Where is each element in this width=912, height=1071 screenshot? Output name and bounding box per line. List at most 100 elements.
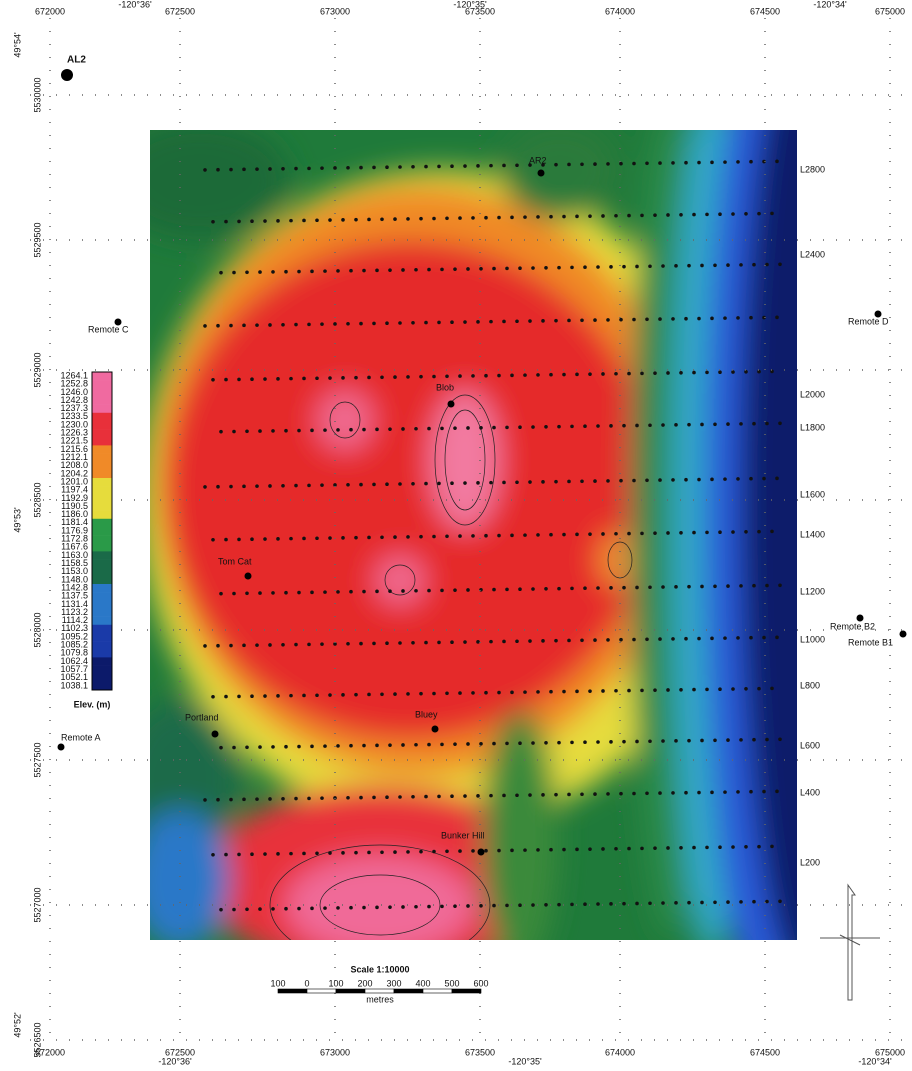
survey-point bbox=[450, 640, 454, 644]
survey-point bbox=[362, 590, 366, 594]
survey-point bbox=[523, 215, 527, 219]
survey-point bbox=[297, 745, 301, 749]
survey-point bbox=[489, 481, 493, 485]
survey-point bbox=[445, 374, 449, 378]
survey-point bbox=[632, 162, 636, 166]
survey-point bbox=[333, 796, 337, 800]
survey-point bbox=[739, 422, 743, 426]
survey-point bbox=[320, 642, 324, 646]
survey-point bbox=[679, 531, 683, 535]
survey-point bbox=[437, 165, 441, 169]
survey-point bbox=[645, 161, 649, 165]
survey-point bbox=[237, 378, 241, 382]
survey-point bbox=[674, 423, 678, 427]
survey-point bbox=[518, 266, 522, 270]
scale-tick: 500 bbox=[444, 978, 459, 988]
survey-point bbox=[687, 423, 691, 427]
survey-point bbox=[232, 746, 236, 750]
survey-point bbox=[588, 532, 592, 536]
survey-point bbox=[684, 637, 688, 641]
survey-point bbox=[523, 848, 527, 852]
survey-point bbox=[484, 849, 488, 853]
survey-point bbox=[705, 688, 709, 692]
survey-point bbox=[492, 742, 496, 746]
survey-point bbox=[479, 904, 483, 908]
survey-point bbox=[596, 586, 600, 590]
survey-point bbox=[749, 790, 753, 794]
survey-point bbox=[398, 795, 402, 799]
survey-point bbox=[713, 422, 717, 426]
station bbox=[900, 631, 907, 638]
survey-point bbox=[739, 738, 743, 742]
easting-label: 674000 bbox=[605, 6, 635, 16]
survey-point bbox=[268, 643, 272, 647]
survey-point bbox=[359, 796, 363, 800]
survey-point bbox=[614, 214, 618, 218]
survey-point bbox=[411, 165, 415, 169]
survey-point bbox=[341, 693, 345, 697]
legend-swatch bbox=[92, 674, 112, 682]
survey-point bbox=[583, 424, 587, 428]
survey-point bbox=[775, 477, 779, 481]
survey-point bbox=[263, 694, 267, 698]
survey-point bbox=[648, 585, 652, 589]
survey-point bbox=[713, 584, 717, 588]
legend-swatch bbox=[92, 576, 112, 584]
longitude-label: -120°36' bbox=[118, 0, 152, 9]
survey-point bbox=[744, 845, 748, 849]
survey-point bbox=[726, 584, 730, 588]
scale-tick: 100 bbox=[328, 978, 343, 988]
survey-point bbox=[219, 592, 223, 596]
survey-point bbox=[401, 427, 405, 431]
station bbox=[61, 69, 73, 81]
survey-point bbox=[203, 168, 207, 172]
northing-label: 5527500 bbox=[32, 742, 42, 777]
survey-point bbox=[328, 536, 332, 540]
survey-point bbox=[567, 319, 571, 323]
survey-point bbox=[705, 371, 709, 375]
survey-point bbox=[380, 850, 384, 854]
survey-point bbox=[437, 482, 441, 486]
survey-point bbox=[718, 687, 722, 691]
survey-point bbox=[263, 219, 267, 223]
survey-point bbox=[450, 794, 454, 798]
survey-point bbox=[315, 693, 319, 697]
survey-point bbox=[510, 374, 514, 378]
survey-point bbox=[372, 642, 376, 646]
survey-point bbox=[778, 263, 782, 267]
survey-point bbox=[705, 846, 709, 850]
survey-point bbox=[333, 322, 337, 326]
survey-point bbox=[258, 745, 262, 749]
survey-point bbox=[736, 636, 740, 640]
survey-point bbox=[770, 845, 774, 849]
survey-point bbox=[250, 377, 254, 381]
survey-point bbox=[367, 536, 371, 540]
survey-point bbox=[203, 798, 207, 802]
survey-point bbox=[671, 317, 675, 321]
legend-value: 1038.1 bbox=[60, 680, 88, 690]
survey-point bbox=[388, 589, 392, 593]
survey-point bbox=[549, 215, 553, 219]
survey-point bbox=[583, 586, 587, 590]
survey-point bbox=[502, 640, 506, 644]
survey-point bbox=[237, 695, 241, 699]
survey-point bbox=[562, 373, 566, 377]
scale-tick: 200 bbox=[357, 978, 372, 988]
line-label: L2800 bbox=[800, 164, 825, 174]
legend-swatch bbox=[92, 470, 112, 478]
relief-zone bbox=[500, 120, 620, 220]
survey-point bbox=[406, 692, 410, 696]
survey-point bbox=[224, 695, 228, 699]
survey-point bbox=[531, 741, 535, 745]
survey-point bbox=[778, 584, 782, 588]
survey-point bbox=[471, 216, 475, 220]
survey-point bbox=[268, 323, 272, 327]
relief bbox=[110, 30, 860, 1000]
survey-point bbox=[229, 644, 233, 648]
survey-point bbox=[596, 740, 600, 744]
longitude-label: -120°35' bbox=[453, 0, 487, 9]
survey-point bbox=[723, 477, 727, 481]
station bbox=[58, 744, 65, 751]
survey-point bbox=[762, 477, 766, 481]
survey-point bbox=[406, 850, 410, 854]
